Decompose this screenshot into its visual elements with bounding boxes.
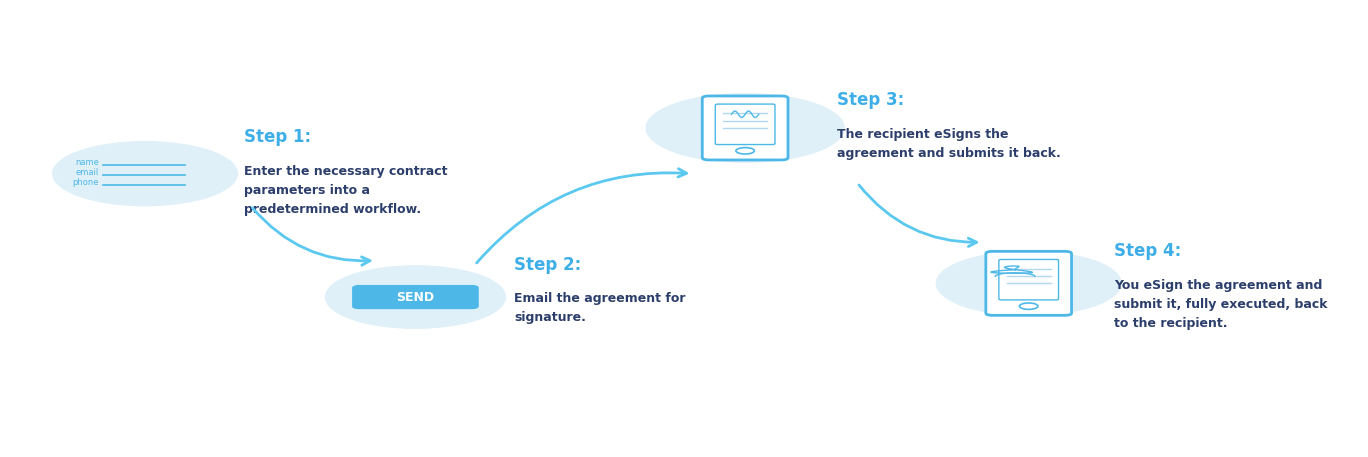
FancyBboxPatch shape [702, 96, 788, 160]
Text: Enter the necessary contract
parameters into a
predetermined workflow.: Enter the necessary contract parameters … [244, 165, 447, 216]
Circle shape [326, 266, 505, 328]
FancyBboxPatch shape [999, 260, 1059, 300]
FancyArrowPatch shape [859, 185, 977, 246]
Text: Email the agreement for
signature.: Email the agreement for signature. [514, 292, 685, 324]
FancyBboxPatch shape [715, 104, 776, 144]
Circle shape [736, 148, 754, 154]
Text: Step 2:: Step 2: [514, 256, 581, 274]
Circle shape [936, 251, 1120, 315]
Text: name: name [75, 158, 98, 167]
Circle shape [53, 142, 238, 206]
Text: Step 3:: Step 3: [837, 91, 904, 109]
Text: The recipient eSigns the
agreement and submits it back.: The recipient eSigns the agreement and s… [837, 128, 1062, 160]
Circle shape [646, 94, 844, 162]
Text: email: email [75, 168, 98, 177]
FancyArrowPatch shape [252, 208, 369, 265]
Text: SEND: SEND [397, 291, 435, 303]
FancyBboxPatch shape [986, 251, 1071, 315]
Text: Step 1:: Step 1: [244, 128, 311, 146]
Text: Step 4:: Step 4: [1115, 242, 1182, 260]
Circle shape [1019, 303, 1038, 309]
Text: phone: phone [73, 178, 98, 187]
FancyArrowPatch shape [476, 169, 687, 263]
FancyBboxPatch shape [353, 286, 477, 308]
Text: You eSign the agreement and
submit it, fully executed, back
to the recipient.: You eSign the agreement and submit it, f… [1115, 279, 1328, 330]
